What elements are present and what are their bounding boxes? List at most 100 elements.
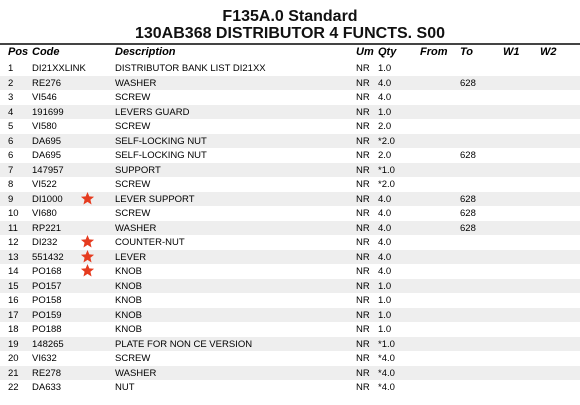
- row-qty: 1.0: [378, 280, 392, 292]
- row-code: DA633: [32, 382, 62, 393]
- row-qty: *2.0: [378, 179, 395, 190]
- row-um: NR: [356, 121, 370, 132]
- row-description: KNOB: [115, 309, 142, 321]
- row-qty: 2.0: [378, 150, 392, 161]
- table-row: 15 PO157 KNOB NR 1.0: [0, 278, 580, 293]
- header-qty: Qty: [378, 46, 397, 58]
- row-to: 628: [460, 193, 476, 205]
- row-pos: 22: [8, 382, 19, 393]
- row-description: SCREW: [115, 179, 151, 190]
- row-code: DI232: [32, 237, 58, 248]
- table-row: 3 VI546 SCREW NR 4.0: [0, 90, 580, 105]
- table-row: 11 RP221 WASHER NR 4.0 628: [0, 220, 580, 235]
- row-qty: *1.0: [378, 338, 395, 350]
- row-description: WASHER: [115, 222, 157, 234]
- row-pos: 14: [8, 266, 19, 277]
- row-um: NR: [356, 63, 370, 74]
- row-code: DA695: [32, 150, 62, 161]
- header-from: From: [420, 46, 448, 58]
- header-w1: W1: [503, 46, 520, 58]
- row-pos: 3: [8, 92, 14, 103]
- table-row: 7 147957 SUPPORT NR *1.0: [0, 162, 580, 177]
- row-pos: 4: [8, 106, 14, 118]
- table-header: Pos Code Description Um Qty From To W1 W…: [0, 46, 580, 60]
- row-qty: 4.0: [378, 222, 392, 234]
- row-code: VI580: [32, 121, 57, 132]
- row-description: SUPPORT: [115, 164, 161, 176]
- row-pos: 11: [8, 222, 18, 234]
- row-code: RP221: [32, 222, 62, 234]
- row-to: 628: [460, 222, 476, 234]
- title-assembly: 130AB368 DISTRIBUTOR 4 FUNCTS. S00: [134, 25, 445, 42]
- row-qty: 1.0: [378, 309, 392, 321]
- row-to: 628: [460, 77, 476, 89]
- header-to: To: [460, 46, 474, 58]
- row-qty: 4.0: [378, 92, 392, 103]
- row-description: SELF-LOCKING NUT: [115, 135, 207, 147]
- row-code: PO159: [32, 309, 62, 321]
- row-qty: 4.0: [378, 237, 392, 248]
- row-description: KNOB: [115, 280, 142, 292]
- row-description: LEVERS GUARD: [115, 106, 190, 118]
- row-code: VI546: [32, 92, 57, 103]
- row-pos: 7: [8, 164, 14, 176]
- row-description: KNOB: [115, 295, 142, 306]
- row-qty: *2.0: [378, 135, 395, 147]
- table-row: 17 PO159 KNOB NR 1.0: [0, 307, 580, 322]
- table-row: 5 VI580 SCREW NR 2.0: [0, 119, 580, 134]
- document-title: F135A.0 Standard 130AB368 DISTRIBUTOR 4 …: [0, 8, 580, 42]
- row-code: VI680: [32, 208, 57, 219]
- row-um: NR: [356, 237, 370, 248]
- row-pos: 13: [8, 251, 19, 263]
- row-um: NR: [356, 179, 370, 190]
- row-code: 191699: [32, 106, 64, 118]
- table-row: 9 DI1000 LEVER SUPPORT NR 4.0 628: [0, 191, 580, 206]
- row-um: NR: [356, 77, 370, 89]
- row-description: SCREW: [115, 353, 151, 364]
- table-row: 21 RE278 WASHER NR *4.0: [0, 365, 580, 380]
- row-description: SCREW: [115, 121, 151, 132]
- row-pos: 19: [8, 338, 19, 350]
- row-code: RE276: [32, 77, 62, 89]
- row-description: SCREW: [115, 92, 151, 103]
- row-qty: *4.0: [378, 353, 395, 364]
- table-row: 18 PO188 KNOB NR 1.0: [0, 322, 580, 337]
- table-row: 1 DI21XXLINK DISTRIBUTOR BANK LIST DI21XX N…: [0, 61, 580, 76]
- row-um: NR: [356, 251, 370, 263]
- header-pos: Pos: [8, 46, 29, 58]
- row-um: NR: [356, 92, 370, 103]
- row-um: NR: [356, 382, 370, 393]
- row-pos: 9: [8, 193, 14, 205]
- star-icon: [80, 191, 95, 204]
- row-qty: *1.0: [378, 164, 395, 176]
- row-pos: 8: [8, 179, 14, 190]
- row-code: PO188: [32, 324, 62, 335]
- table-row: 19 148265 PLATE FOR NON CE VERSION NR *1.0: [0, 336, 580, 351]
- row-qty: *4.0: [378, 382, 395, 393]
- row-code: 147957: [32, 164, 64, 176]
- row-um: NR: [356, 338, 370, 350]
- table-row: 16 PO158 KNOB NR 1.0: [0, 293, 580, 308]
- row-pos: 18: [8, 324, 19, 335]
- table-row: 8 VI522 SCREW NR *2.0: [0, 177, 580, 192]
- row-qty: 2.0: [378, 121, 392, 132]
- row-um: NR: [356, 266, 370, 277]
- star-icon: [80, 263, 95, 277]
- row-pos: 17: [8, 309, 19, 321]
- table-row: 4 191699 LEVERS GUARD NR 1.0: [0, 104, 580, 119]
- row-description: SELF-LOCKING NUT: [115, 150, 207, 161]
- row-qty: 4.0: [378, 208, 392, 219]
- header-w2: W2: [540, 46, 557, 58]
- row-qty: 1.0: [378, 295, 392, 306]
- row-description: LEVER: [115, 251, 147, 263]
- row-code: RE278: [32, 367, 62, 379]
- row-description: SCREW: [115, 208, 151, 219]
- row-qty: 4.0: [378, 266, 392, 277]
- table-row: 2 RE276 WASHER NR 4.0 628: [0, 75, 580, 90]
- table-row: 6 DA695 SELF-LOCKING NUT NR *2.0: [0, 133, 580, 148]
- row-code: DI1000: [32, 193, 63, 205]
- row-um: NR: [356, 367, 370, 379]
- row-code: PO157: [32, 280, 62, 292]
- row-um: NR: [356, 193, 370, 205]
- row-description: KNOB: [115, 266, 142, 277]
